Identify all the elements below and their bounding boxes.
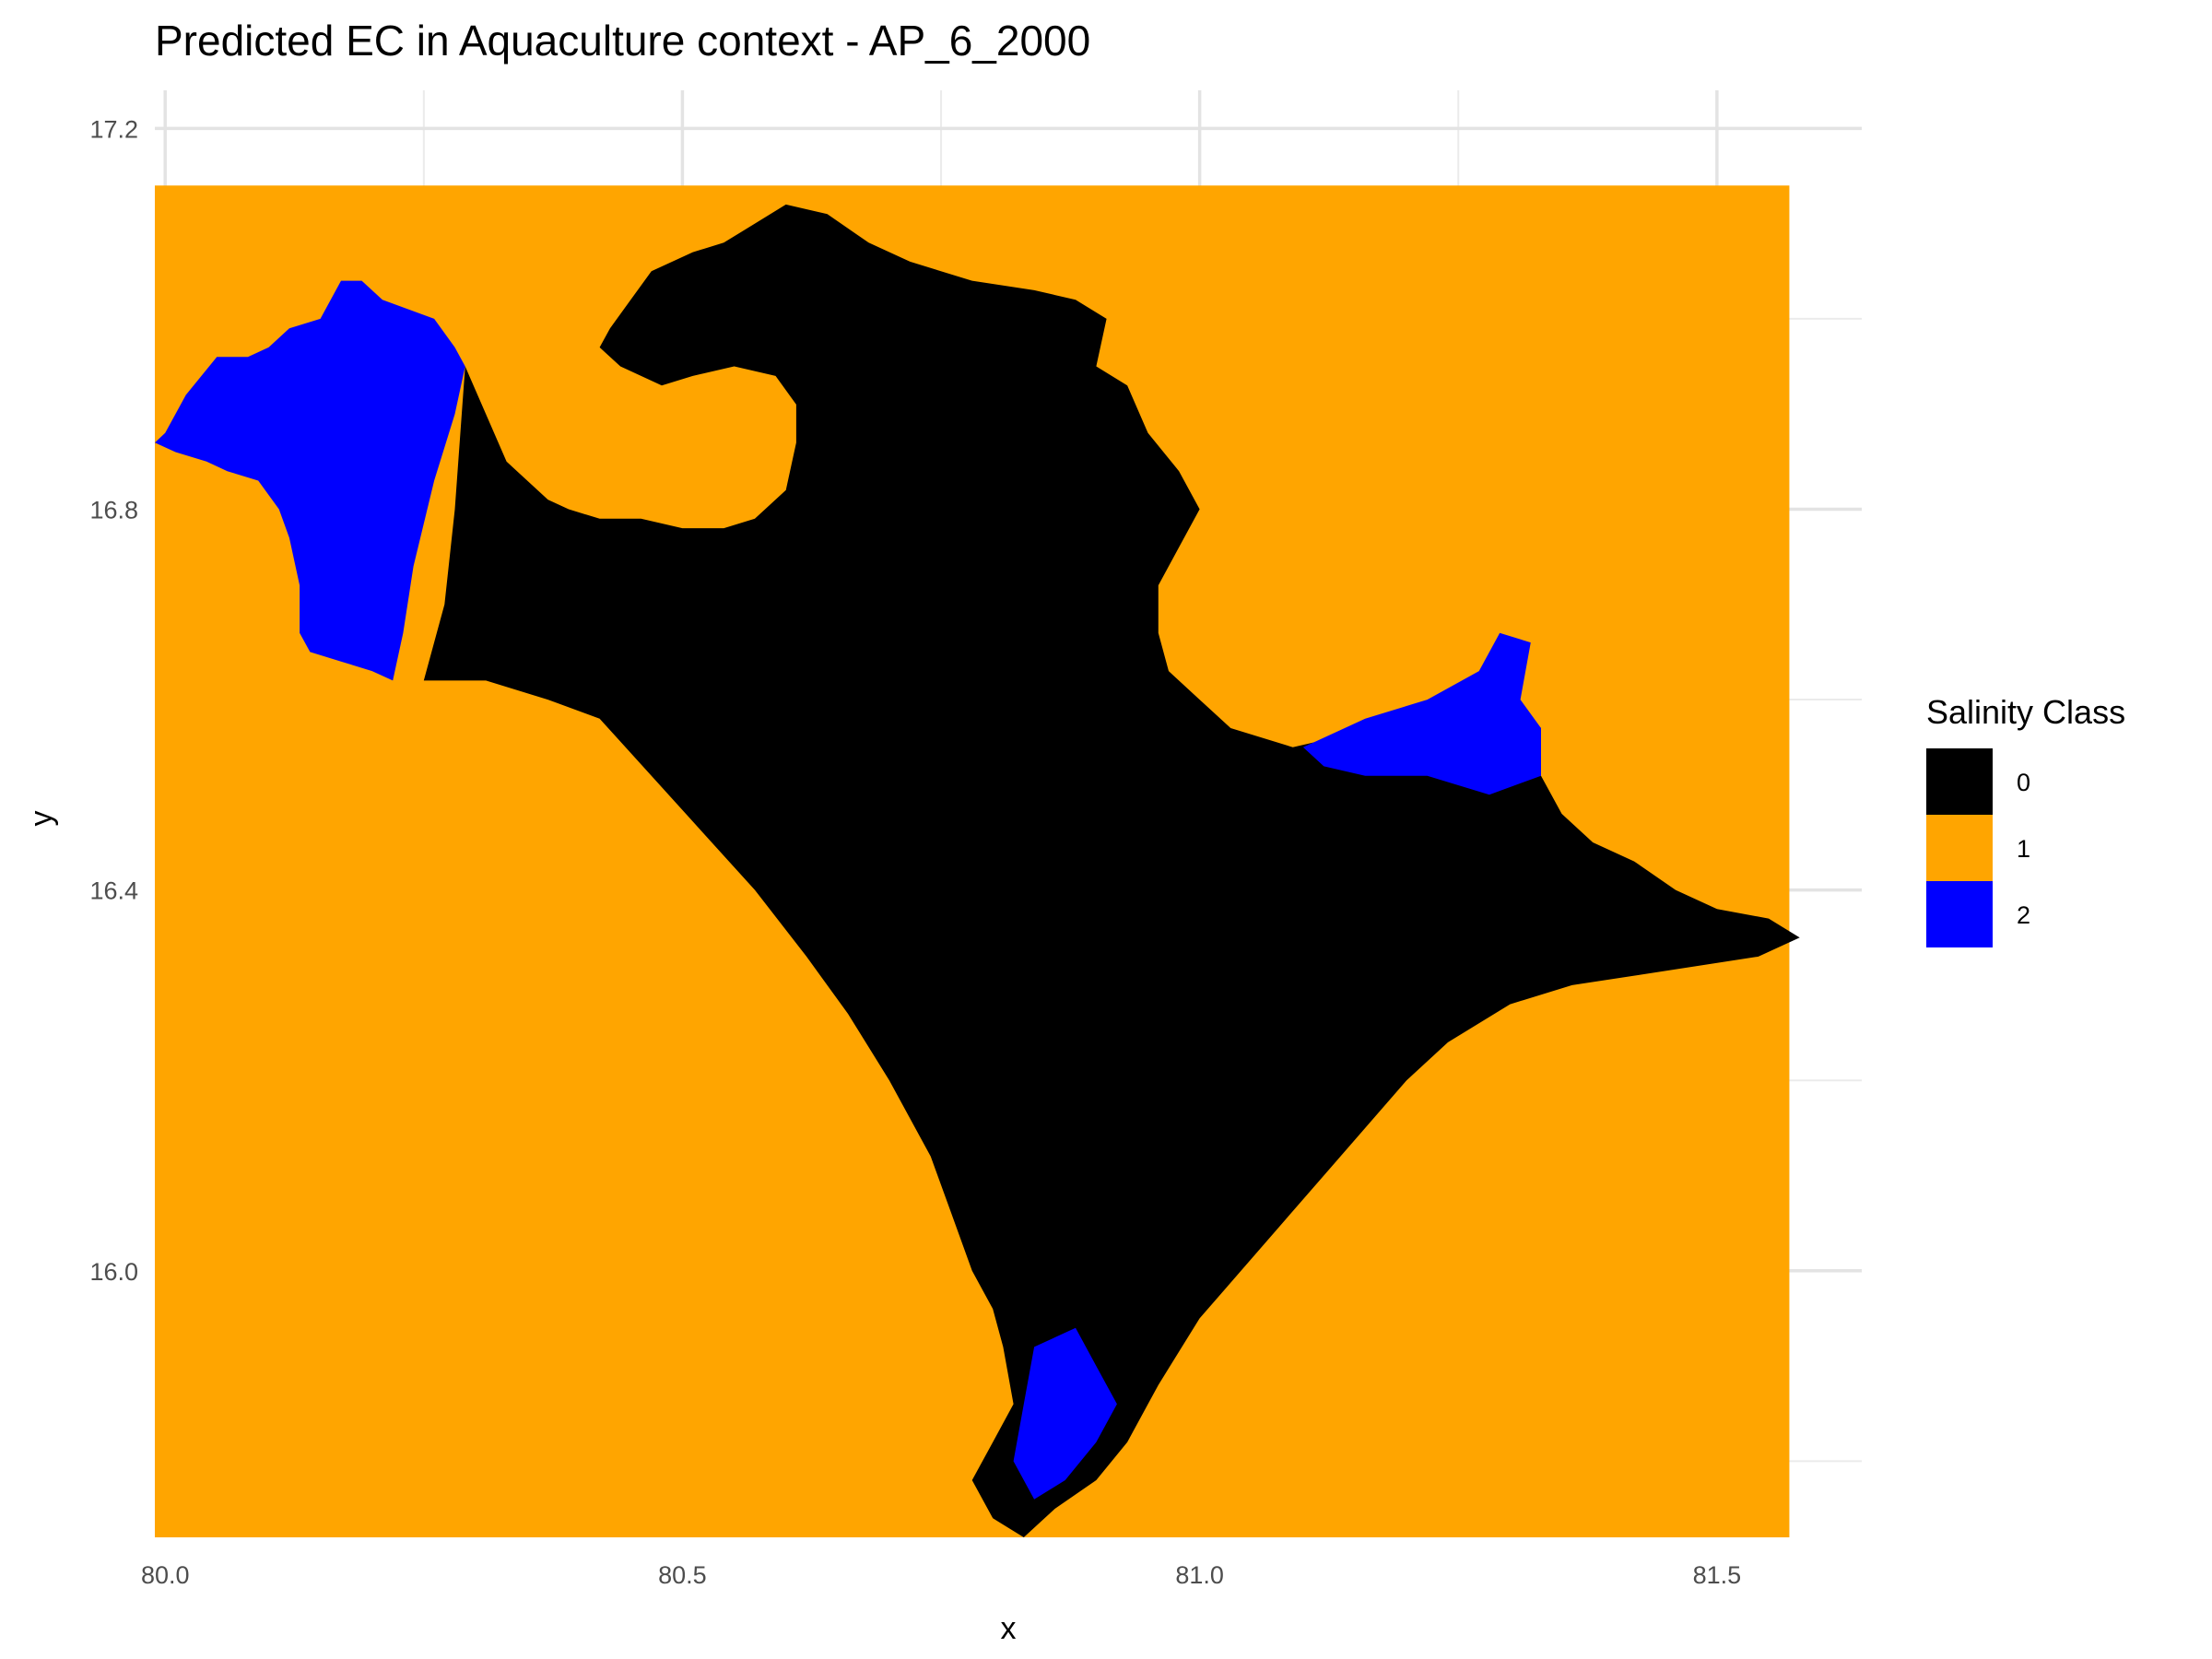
y-axis-title: y [24,811,59,827]
legend-label: 0 [2017,769,2030,796]
x-tick-label: 81.0 [1175,1561,1224,1589]
region-northwest [155,280,465,681]
plot-title: Predicted EC in Aquaculture context - AP… [155,17,1090,65]
y-tick-label: 17.2 [89,115,138,143]
y-tick-label: 16.0 [89,1258,138,1286]
raster-regions [155,204,1800,1537]
region-southern-tip [1013,1327,1117,1500]
x-axis-tick-labels: 80.0 80.5 81.0 81.5 [141,1561,1741,1589]
x-tick-label: 80.5 [658,1561,707,1589]
y-tick-label: 16.8 [89,496,138,524]
x-tick-label: 80.0 [141,1561,190,1589]
salinity-raster [155,185,1800,1538]
legend-title: Salinity Class [1926,693,2125,731]
legend-entries: 0 1 2 [1926,748,2030,947]
legend-key-1 [1926,815,1993,881]
x-tick-label: 81.5 [1693,1561,1742,1589]
legend-label: 2 [2017,901,2030,929]
legend-key-0 [1926,748,1993,815]
legend-label: 1 [2017,835,2030,863]
x-axis-title: x [1001,1611,1017,1646]
legend: Salinity Class 0 1 2 [1926,693,2125,947]
y-axis-tick-labels: 16.0 16.4 16.8 17.2 [89,115,138,1285]
legend-key-2 [1926,881,1993,947]
y-tick-label: 16.4 [89,877,138,905]
region-eastern-coast [1302,632,1541,795]
region-delta-mainland [423,204,1800,1537]
